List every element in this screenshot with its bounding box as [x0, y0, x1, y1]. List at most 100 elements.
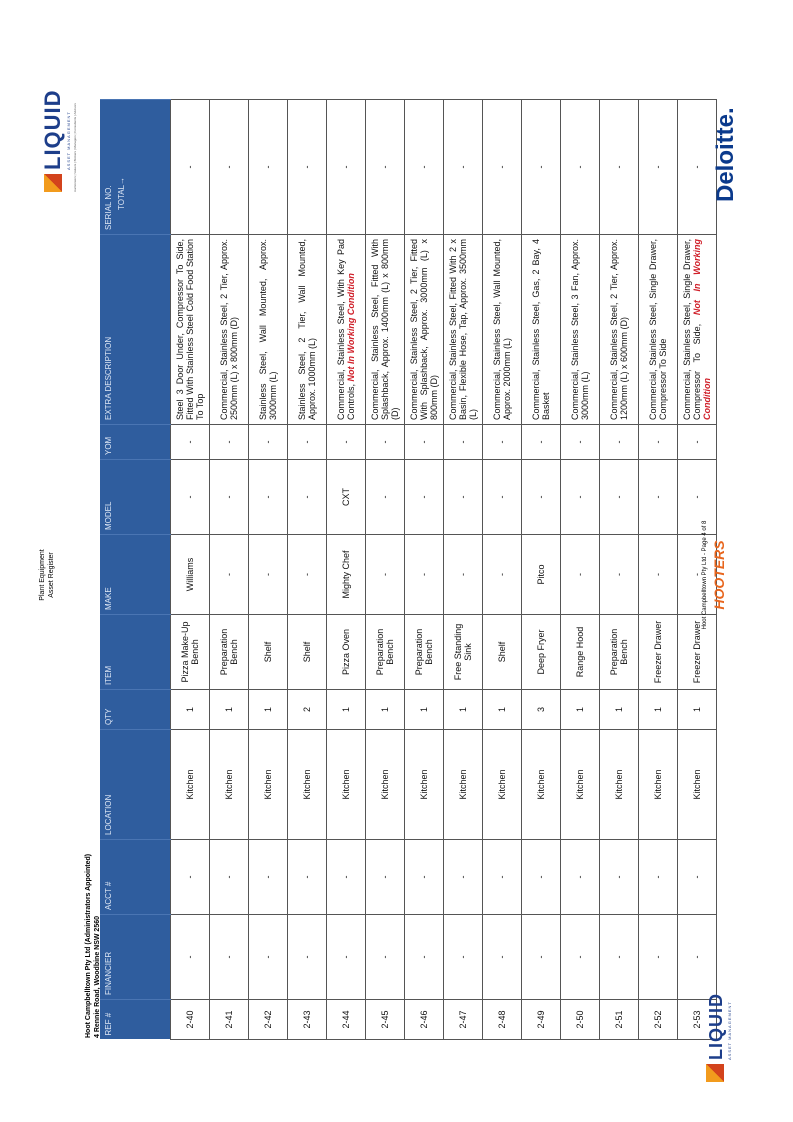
header-label: REF #: [104, 1012, 113, 1036]
table-cell: -: [365, 99, 405, 235]
cell-text: Kitchen: [341, 769, 351, 800]
cell-text: Kitchen: [575, 769, 585, 800]
table-row: 2-48 - - Kitchen 1 Shelf - - - Commercial, Stainl…: [482, 99, 522, 1040]
table-cell: -: [404, 534, 444, 615]
cell-text: Pizza Oven: [341, 628, 351, 676]
table-cell: Mighty Chef: [326, 534, 366, 615]
table-cell: -: [287, 914, 327, 1000]
table-cell: -: [638, 534, 678, 615]
table-cell: -: [560, 534, 600, 615]
cell-text: -: [575, 573, 585, 576]
table-cell: -: [248, 424, 288, 460]
cell-text: Commercial, Stainless Steel, Fitted With…: [448, 239, 478, 420]
cell-text: -: [614, 875, 624, 879]
table-cell: 3: [521, 689, 561, 730]
footer: Hoot Campbelltown Pty Ltd - Page 4 of 8 …: [702, 475, 727, 675]
cell-text: -: [458, 573, 468, 576]
cell-text: -: [692, 875, 702, 879]
cell-text: -: [185, 165, 195, 169]
table-cell: Free Standing Sink: [443, 614, 483, 690]
table-cell: -: [170, 99, 210, 235]
table-cell: -: [443, 534, 483, 615]
cell-text: Shelf: [263, 641, 273, 663]
table-cell: 1: [560, 689, 600, 730]
cell-text: -: [575, 955, 585, 959]
table-cell: 1: [248, 689, 288, 730]
table-cell: Pitco: [521, 534, 561, 615]
table-cell: -: [287, 459, 327, 535]
table-cell: -: [209, 99, 249, 235]
table-row: 2-52 - - Kitchen 1 Freezer Drawer - - - Commercia…: [638, 99, 678, 1040]
table-cell: -: [326, 914, 366, 1000]
table-cell: 2-47: [443, 999, 483, 1040]
table-cell: Commercial, Stainless Steel, Single Draw…: [638, 234, 678, 425]
table-cell: -: [560, 99, 600, 235]
table-cell: -: [365, 424, 405, 460]
cell-text: -: [263, 573, 273, 576]
table-cell: -: [443, 914, 483, 1000]
cell-text: 1: [458, 707, 468, 713]
table-cell: -: [404, 459, 444, 535]
table-cell: -: [599, 914, 639, 1000]
cell-text: 1: [692, 707, 702, 713]
table-cell: Commercial, Stainless Steel, Single Draw…: [677, 234, 717, 425]
table-cell: -: [326, 424, 366, 460]
table-cell: -: [482, 534, 522, 615]
table-cell: 1: [443, 689, 483, 730]
table-cell: Kitchen: [560, 729, 600, 840]
cell-text: -: [497, 955, 507, 959]
header-label: YOM: [104, 436, 113, 455]
cell-text: Stainless Steel, Wall Mounted, Approx. 3…: [258, 239, 278, 420]
cell-text: Kitchen: [497, 769, 507, 800]
cell-text: -: [380, 875, 390, 879]
table-row: 2-51 - - Kitchen 1 Preparation Bench - - - Commer…: [599, 99, 639, 1040]
cell-text: Commercial, Stainless Steel, Gas, 2 Bay,…: [531, 239, 551, 420]
cell-text: Shelf: [302, 641, 312, 663]
cell-text: Free Standing Sink: [453, 623, 473, 681]
table-cell: 1: [170, 689, 210, 730]
cell-text: Kitchen: [263, 769, 273, 800]
logo-tagline: ASSET MANAGEMENT: [727, 1001, 732, 1060]
cell-text: -: [653, 495, 663, 499]
cell-text: Kitchen: [458, 769, 468, 800]
cell-text: 2-45: [380, 1010, 390, 1029]
table-cell: 1: [209, 689, 249, 730]
column-header: MODEL: [100, 459, 171, 535]
table-cell: -: [599, 424, 639, 460]
cell-text: 3: [536, 707, 546, 713]
table-cell: 2-52: [638, 999, 678, 1040]
cell-text: -: [536, 165, 546, 169]
table-cell: -: [287, 839, 327, 915]
table-row: 2-46 - - Kitchen 1 Preparation Bench - - - Commer…: [404, 99, 444, 1040]
cell-text: -: [692, 573, 702, 576]
cell-text: 1: [419, 707, 429, 713]
table-cell: Range Hood: [560, 614, 600, 690]
table-cell: Freezer Drawer: [638, 614, 678, 690]
cell-text: -: [185, 955, 195, 959]
cell-text: Kitchen: [536, 769, 546, 800]
table-cell: -: [365, 459, 405, 535]
cell-text: Kitchen: [692, 769, 702, 800]
table-cell: -: [326, 839, 366, 915]
table-cell: 2-44: [326, 999, 366, 1040]
cell-text: 1: [263, 707, 273, 713]
cell-text: -: [380, 165, 390, 169]
table-cell: Kitchen: [404, 729, 444, 840]
table-cell: -: [170, 914, 210, 1000]
table-cell: -: [365, 914, 405, 1000]
cell-text: -: [224, 495, 234, 499]
table-cell: Commercial, Stainless Steel, Wall Mounte…: [482, 234, 522, 425]
table-cell: 2-42: [248, 999, 288, 1040]
cell-text: -: [302, 573, 312, 576]
cell-text: Steel 3 Door Under, Compressor To Side, …: [175, 239, 205, 420]
table-cell: Deep Fryer: [521, 614, 561, 690]
header-label: SERIAL NO.: [104, 185, 113, 230]
cell-text: -: [497, 875, 507, 879]
cell-text: -: [575, 440, 585, 444]
table-body: 2-40 - - Kitchen 1 Pizza Make-Up Bench William…: [170, 99, 717, 1040]
header-row: REF # FINANCIER ACCT # LOCATION QTY ITEM MAKE M…: [100, 99, 171, 1040]
cell-text: -: [380, 955, 390, 959]
cell-text: -: [614, 440, 624, 444]
